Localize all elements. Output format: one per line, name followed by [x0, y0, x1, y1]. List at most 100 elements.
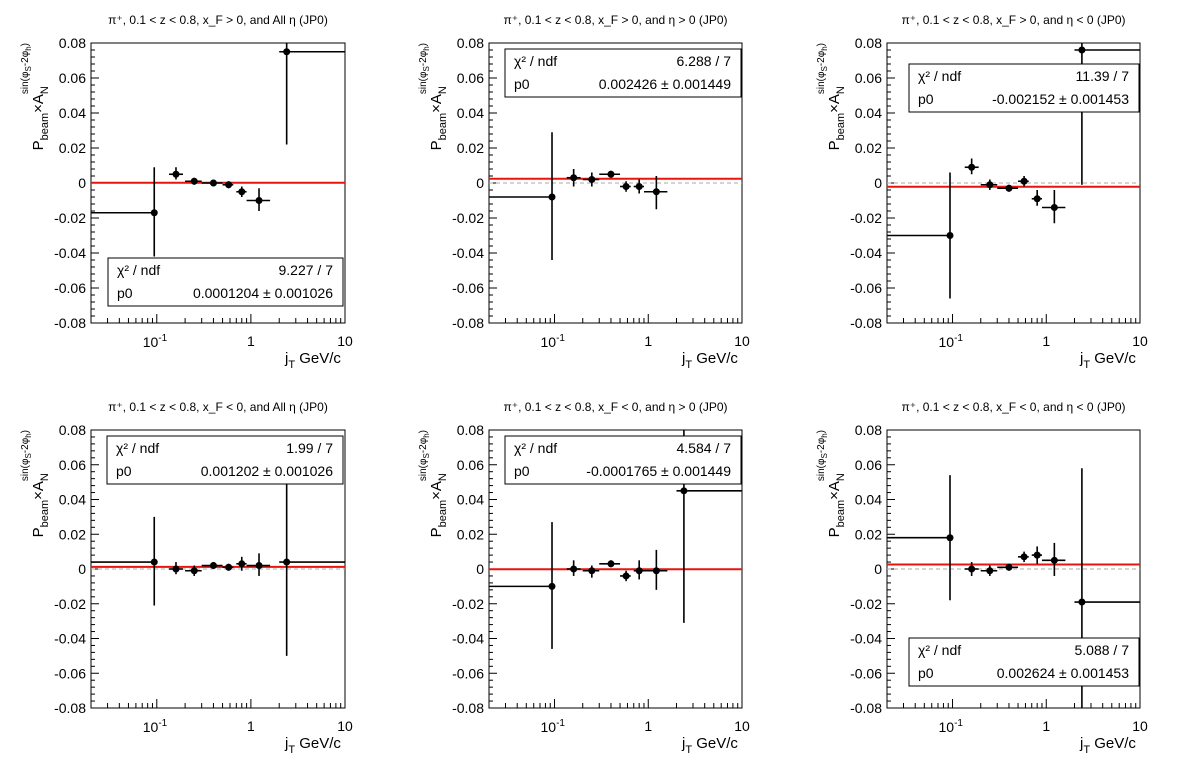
fit-stats-box: χ² / ndf 5.088 / 7 p0 0.002624 ± 0.001453 [908, 637, 1140, 687]
data-point [622, 183, 630, 190]
y-label-sub: beam [39, 500, 51, 528]
y-tick-label: 0.02 [855, 140, 882, 156]
data-point [225, 563, 233, 571]
fit-stats-frame [504, 435, 742, 485]
y-tick-label: -0.06 [452, 665, 484, 681]
fit-stats-box: χ² / ndf 11.39 / 7 p0 -0.002152 ± 0.001453 [908, 63, 1140, 113]
y-label-sub: beam [835, 500, 847, 528]
x-label-unit: GeV/c [692, 735, 738, 752]
data-point [172, 565, 180, 573]
y-tick-label: 0.04 [59, 105, 86, 121]
y-axis-label: Pbeam×ANsin(φS-2φh) [20, 430, 51, 537]
y-label-sub-n: N [835, 473, 847, 481]
y-label-sub-s: S [24, 66, 33, 71]
data-point [1020, 177, 1028, 185]
data-points [91, 473, 345, 656]
data-point [622, 572, 630, 580]
chart-title: π⁺, 0.1 < z < 0.8, x_F < 0, and η > 0 (J… [503, 400, 727, 414]
y-label-superscript: ) [816, 430, 827, 433]
data-point [1005, 563, 1013, 571]
chart-title: π⁺, 0.1 < z < 0.8, x_F > 0, and All η (J… [108, 13, 328, 27]
data-points [91, 43, 345, 257]
p0-label: p0 [514, 463, 530, 479]
chart-title: π⁺, 0.1 < z < 0.8, x_F < 0, and All η (J… [108, 400, 328, 414]
chi2-value: 5.088 / 7 [1075, 642, 1130, 658]
y-tick-label: 0.06 [855, 70, 882, 86]
y-label-p: P [30, 527, 47, 537]
y-label-superscript: sin(φ [816, 458, 827, 481]
chart-panel-4: π⁺, 0.1 < z < 0.8, x_F < 0, and All η (J… [20, 400, 353, 756]
y-label-sub-s: S [24, 453, 33, 458]
data-point [1050, 556, 1058, 564]
y-tick-label: -0.08 [850, 315, 882, 331]
y-label-superscript: ) [816, 43, 827, 46]
data-point [607, 170, 615, 178]
chi2-label: χ² / ndf [514, 440, 557, 456]
y-tick-label: -0.04 [850, 631, 882, 647]
y-tick-label: -0.08 [452, 315, 484, 331]
x-label-sub: T [685, 359, 692, 371]
x-label-j: j [1079, 350, 1083, 367]
y-label-sub-n: N [437, 86, 449, 94]
y-label-superscript: ) [418, 430, 429, 433]
x-tick-label: 1 [247, 333, 255, 349]
fit-stats-box: χ² / ndf 9.227 / 7 p0 0.0001204 ± 0.001026 [107, 257, 344, 307]
chi2-value: 9.227 / 7 [279, 262, 334, 278]
x-axis-label: jT GeV/c [284, 735, 341, 756]
data-point [986, 567, 994, 575]
x-axis-label: jT GeV/c [1079, 350, 1136, 371]
y-label-sub-h: h [422, 46, 431, 50]
y-label-superscript: -2φ [418, 437, 429, 453]
chart-panel-1: π⁺, 0.1 < z < 0.8, x_F > 0, and All η (J… [20, 13, 353, 371]
data-point [635, 183, 643, 190]
data-point [283, 558, 291, 566]
x-label-sub: T [288, 744, 295, 756]
y-tick-label: -0.06 [54, 280, 86, 296]
p0-value: 0.002426 ± 0.001449 [599, 76, 731, 92]
y-label-sub-h: h [820, 433, 829, 437]
x-tick-label: 1 [644, 718, 652, 734]
y-label-superscript: sin(φ [816, 71, 827, 94]
y-tick-label: -0.04 [452, 631, 484, 647]
y-tick-label: 0.06 [855, 457, 882, 473]
y-label-superscript: -2φ [816, 437, 827, 453]
y-label-sub: beam [39, 113, 51, 141]
y-tick-label: 0.08 [855, 422, 882, 438]
y-label-times: ×A [428, 94, 445, 113]
y-tick-label: -0.04 [850, 245, 882, 261]
data-point [607, 560, 615, 568]
y-label-p: P [826, 527, 843, 537]
chi2-label: χ² / ndf [116, 440, 159, 456]
y-tick-label: 0.02 [457, 140, 484, 156]
chi2-label: χ² / ndf [117, 262, 160, 278]
x-tick-exponent: -1 [158, 718, 167, 729]
data-point [190, 177, 198, 185]
y-label-times: ×A [826, 481, 843, 500]
chi2-value: 11.39 / 7 [1076, 68, 1130, 84]
data-point [1050, 204, 1058, 211]
chart-panel-6: π⁺, 0.1 < z < 0.8, x_F < 0, and η < 0 (J… [816, 400, 1148, 756]
x-tick-base: 10 [541, 334, 557, 350]
y-label-sub-h: h [24, 46, 33, 50]
chart-title: π⁺, 0.1 < z < 0.8, x_F > 0, and η > 0 (J… [503, 13, 727, 27]
y-label-superscript: ) [418, 43, 429, 46]
data-point [190, 567, 198, 575]
x-label-j: j [1079, 735, 1083, 752]
fit-stats-frame [106, 435, 344, 485]
y-tick-label: 0.02 [59, 526, 86, 542]
x-axis-label: jT GeV/c [284, 350, 341, 371]
chi2-label: χ² / ndf [918, 68, 961, 84]
y-label-sub-s: S [422, 453, 431, 458]
data-point [150, 209, 158, 217]
x-tick-label: 10 [734, 718, 750, 734]
y-tick-label: -0.02 [452, 210, 484, 226]
x-tick-label: 10-1 [541, 718, 566, 735]
y-label-sub-h: h [422, 433, 431, 437]
y-axis-label: Pbeam×ANsin(φS-2φh) [418, 430, 449, 537]
y-label-sub-s: S [820, 453, 829, 458]
y-tick-label: -0.08 [54, 315, 86, 331]
x-tick-label: 10 [1132, 333, 1148, 349]
y-tick-label: 0.08 [59, 35, 86, 51]
y-label-times: ×A [30, 94, 47, 113]
data-point [1078, 46, 1086, 54]
